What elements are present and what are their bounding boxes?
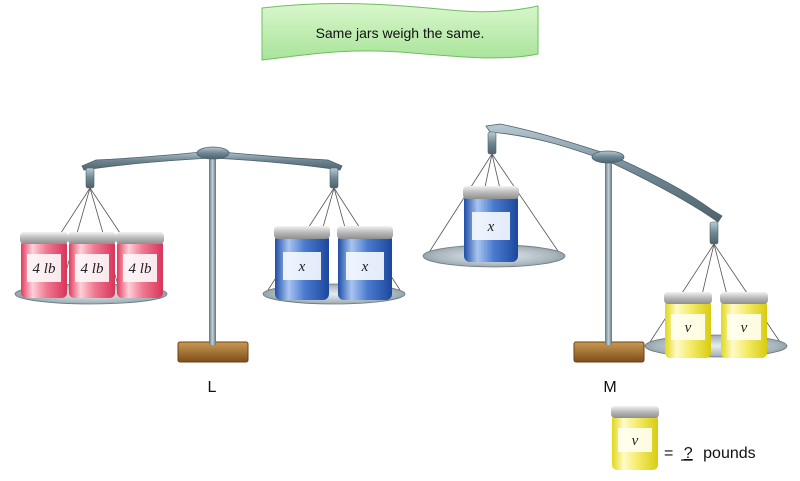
scale-m-pivot: [591, 150, 625, 164]
jar-label: 4 lb: [129, 261, 152, 277]
jar-label: 4 lb: [33, 261, 56, 277]
jar-x: x: [337, 226, 393, 300]
svg-text:= ? pounds: = ? pounds: [664, 445, 756, 462]
jar-4lb: 4 lb: [20, 232, 68, 298]
jar-label: v: [685, 320, 692, 336]
jar-label: 4 lb: [81, 261, 104, 277]
jar-4lb: 4 lb: [68, 232, 116, 298]
jar-v: v: [720, 292, 768, 358]
scale-l-name: L: [208, 379, 217, 396]
scale-l-pole: [209, 155, 216, 345]
scale-l-pivot: [196, 146, 230, 160]
scale-m-beam: [485, 123, 723, 223]
jar-4lb: 4 lb: [116, 232, 164, 298]
jar-v: v: [611, 406, 659, 470]
title-banner: Same jars weigh the same.: [261, 3, 539, 61]
scale-m-name: M: [603, 379, 616, 396]
legend: v = ? pounds: [611, 406, 756, 470]
scale-m: x v v M: [422, 123, 788, 396]
jar-label: x: [361, 259, 369, 275]
jar-v: v: [664, 292, 712, 358]
scale-l: 4 lb 4 lb 4 lb x x L: [14, 146, 406, 396]
jar-x: x: [463, 186, 519, 262]
unknown-mark: ?: [684, 445, 693, 462]
scale-m-pole: [605, 155, 612, 345]
jar-label: x: [487, 219, 495, 235]
jar-label: v: [741, 320, 748, 336]
jar-label: v: [632, 433, 639, 449]
equals-sign: =: [664, 445, 673, 462]
jar-x: x: [274, 226, 330, 300]
banner-text: Same jars weigh the same.: [316, 25, 485, 41]
unit-label: pounds: [703, 445, 756, 462]
jar-label: x: [298, 259, 306, 275]
